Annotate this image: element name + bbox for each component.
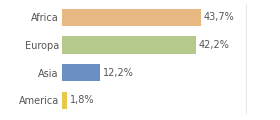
Text: 42,2%: 42,2% bbox=[199, 40, 230, 50]
Bar bbox=[62, 64, 101, 81]
Bar bbox=[62, 92, 67, 109]
Text: 12,2%: 12,2% bbox=[103, 68, 134, 78]
Bar bbox=[62, 9, 201, 26]
Bar bbox=[62, 36, 196, 54]
Text: 1,8%: 1,8% bbox=[70, 95, 94, 105]
Text: 43,7%: 43,7% bbox=[203, 12, 234, 22]
